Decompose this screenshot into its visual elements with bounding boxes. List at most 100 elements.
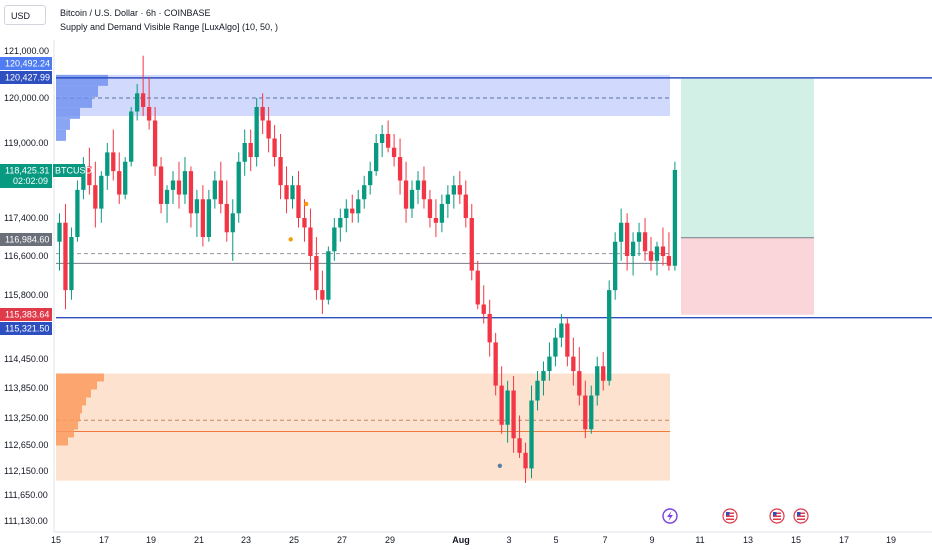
candle <box>194 189 200 237</box>
demand-profile-bar <box>56 373 104 382</box>
candle <box>200 185 206 247</box>
price-tick-label: 116,600.00 <box>4 251 48 261</box>
candle-body <box>409 189 415 209</box>
candle <box>206 189 212 242</box>
candle <box>69 227 74 300</box>
candle-body <box>63 222 68 291</box>
candle <box>589 385 594 434</box>
chart-title: Bitcoin / U.S. Dollar · 6h · COINBASE <box>60 8 211 18</box>
candle <box>314 237 319 300</box>
candle-body <box>618 222 624 242</box>
candle-body <box>433 218 439 223</box>
time-tick-label: 15 <box>791 535 801 545</box>
price-tick-label: 117,400.00 <box>4 213 48 223</box>
candle-body <box>577 371 582 396</box>
candle <box>117 152 122 204</box>
event-badges[interactable] <box>662 508 809 524</box>
candle <box>158 157 164 214</box>
flag-stripe <box>726 515 734 517</box>
time-axis[interactable]: 15 17 19 21 23 25 27 29 Aug 3 5 7 9 11 13 15 17 19 <box>51 535 896 545</box>
flag-stripe <box>726 512 734 514</box>
candle-body <box>57 222 62 242</box>
candle <box>368 161 373 195</box>
candle-body <box>648 251 654 261</box>
flag-stripe <box>773 512 781 514</box>
candle-body <box>613 241 618 291</box>
candle <box>391 134 397 167</box>
candle-body <box>260 107 265 121</box>
candle-body <box>654 246 660 261</box>
candle-body <box>164 189 170 204</box>
candle-body <box>152 120 158 167</box>
candle-body <box>391 147 397 158</box>
candle-body <box>326 251 331 300</box>
candle <box>487 299 492 357</box>
candle-body <box>487 313 492 343</box>
candle-body <box>457 185 462 195</box>
candle <box>583 380 588 439</box>
price-tick-label: 119,000.00 <box>4 138 48 148</box>
candle-body <box>200 199 206 237</box>
candle-body <box>146 107 152 121</box>
time-tick-label: 11 <box>695 535 704 545</box>
candle <box>463 180 468 228</box>
price-label-bg <box>0 57 52 70</box>
demand-profile-bar <box>56 405 82 414</box>
candle-body <box>397 157 403 181</box>
candle <box>475 260 480 310</box>
flag-canton <box>773 512 777 516</box>
candle-body <box>529 400 534 469</box>
candle-body <box>206 199 212 237</box>
candle <box>57 213 62 271</box>
candle-body <box>81 166 86 190</box>
lightning-glyph <box>667 511 673 521</box>
candle <box>140 55 146 116</box>
candle-body <box>278 157 283 186</box>
price-label-bg <box>0 233 52 246</box>
candle <box>541 361 546 396</box>
candle <box>636 222 642 256</box>
candle <box>350 194 355 223</box>
symbol-tag-bg <box>53 164 85 177</box>
candle-body <box>123 161 128 195</box>
candle-body <box>463 194 468 218</box>
flag-stripe <box>773 518 781 520</box>
candle <box>577 347 582 406</box>
candle <box>481 285 486 324</box>
candle <box>170 171 176 204</box>
candle-body <box>314 256 319 291</box>
candle-body <box>374 143 379 172</box>
candle-body <box>224 203 229 233</box>
price-label: 120,427.99 <box>0 71 52 84</box>
candle <box>613 232 618 300</box>
candle <box>433 199 439 237</box>
candle <box>553 328 558 367</box>
candle-body <box>236 161 241 214</box>
candle <box>242 129 247 176</box>
candle <box>630 232 636 276</box>
us-flag-icon <box>793 508 809 524</box>
candle <box>601 351 606 391</box>
time-tick-label: 21 <box>194 535 204 545</box>
candle-body <box>553 337 558 357</box>
price-tick-label: 112,650.00 <box>4 440 48 450</box>
price-axis[interactable]: 121,000.00 120,000.00 119,000.00 117,400.00… <box>4 46 49 526</box>
candle-body <box>332 227 337 252</box>
candle-body <box>445 194 451 204</box>
time-tick-label: 17 <box>99 535 109 545</box>
time-tick-label: 5 <box>553 535 558 545</box>
candle <box>409 180 415 218</box>
flag-canton <box>797 512 801 516</box>
demand-profile-bar <box>56 397 86 406</box>
candle-body <box>672 169 678 266</box>
indicator-title[interactable]: Supply and Demand Visible Range [LuxAlgo… <box>60 22 278 32</box>
candle <box>666 232 672 271</box>
candle <box>499 366 504 434</box>
supply-profile-bar <box>56 96 92 108</box>
candle <box>105 143 110 190</box>
currency-button[interactable]: USD <box>4 5 46 25</box>
